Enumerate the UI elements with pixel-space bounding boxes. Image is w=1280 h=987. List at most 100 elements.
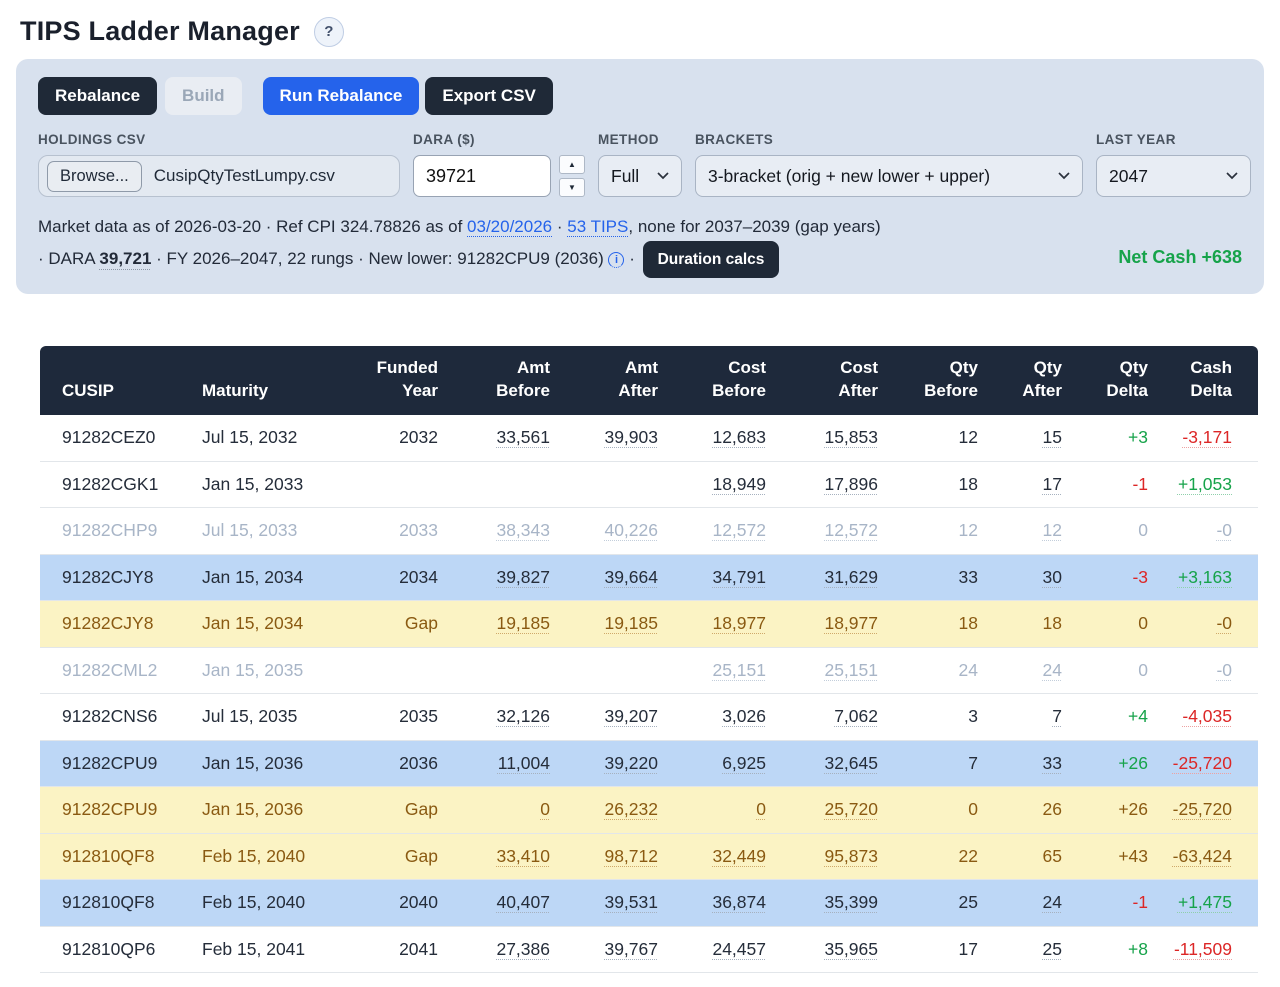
cell-cash_delta: -0 bbox=[1160, 601, 1258, 648]
status-text: · FY 2026–2047, 22 rungs · New lower: 91… bbox=[151, 248, 609, 268]
cell-amt_before: 40,407 bbox=[450, 880, 562, 927]
col-cash_delta: Cash Delta bbox=[1160, 345, 1258, 416]
cell-cash_delta: -25,720 bbox=[1160, 740, 1258, 788]
dara-input[interactable] bbox=[413, 155, 551, 197]
cell-qty_before: 3 bbox=[890, 694, 990, 741]
03-20-2026-link[interactable]: 03/20/2026 bbox=[467, 217, 553, 236]
cell-amt_after: 26,232 bbox=[562, 787, 670, 834]
holdings-file-input[interactable]: Browse... CusipQtyTestLumpy.csv bbox=[38, 155, 400, 197]
chevron-down-icon bbox=[1226, 172, 1238, 180]
cell-cash_delta: +1,475 bbox=[1160, 880, 1258, 927]
status-area: Market data as of 2026-03-20 · Ref CPI 3… bbox=[38, 213, 1242, 278]
cell-cost_after: 17,896 bbox=[778, 461, 890, 509]
toolbar: Rebalance Build Run Rebalance Export CSV bbox=[38, 77, 1242, 115]
cell-cusip: 91282CJY8 bbox=[40, 554, 190, 602]
cell-amt_after: 39,767 bbox=[562, 926, 670, 974]
table-row: 912810QF8 Feb 15, 2040 2040 40,407 39,531 36,… bbox=[40, 880, 1258, 927]
chevron-down-icon bbox=[1058, 172, 1070, 180]
cell-cash_delta: -3,171 bbox=[1160, 415, 1258, 462]
cell-amt_after: 39,664 bbox=[562, 554, 670, 602]
method-group: METHOD Full bbox=[598, 132, 682, 197]
cell-funded_year: 2040 bbox=[340, 880, 450, 927]
cell-cusip: 912810QP6 bbox=[40, 926, 190, 974]
ladder-table: CUSIP Maturity Funded Year Amt Before Amt Af… bbox=[40, 345, 1258, 974]
cell-qty_before: 18 bbox=[890, 601, 990, 648]
table-header: CUSIP Maturity Funded Year Amt Before Amt Af… bbox=[40, 345, 1258, 416]
53-tips-link[interactable]: 53 TIPS bbox=[567, 217, 629, 236]
method-select[interactable]: Full bbox=[598, 155, 682, 197]
cell-amt_after: 39,903 bbox=[562, 415, 670, 462]
browse-button[interactable]: Browse... bbox=[47, 160, 142, 192]
cell-cusip: 91282CPU9 bbox=[40, 787, 190, 834]
cell-maturity: Feb 15, 2041 bbox=[190, 926, 340, 974]
cell-qty_after: 24 bbox=[990, 880, 1074, 927]
cell-amt_before: 32,126 bbox=[450, 694, 562, 741]
export-csv-button[interactable]: Export CSV bbox=[425, 77, 553, 115]
status-text: · DARA bbox=[38, 248, 100, 268]
cell-cusip: 912810QF8 bbox=[40, 880, 190, 927]
table-row: 91282CJY8 Jan 15, 2034 2034 39,827 39,664 34,… bbox=[40, 554, 1258, 602]
cell-qty_before: 12 bbox=[890, 415, 990, 462]
cell-cost_before: 3,026 bbox=[670, 694, 778, 741]
cell-cusip: 91282CGK1 bbox=[40, 461, 190, 509]
cell-cash_delta: +1,053 bbox=[1160, 461, 1258, 509]
info-icon[interactable]: i bbox=[608, 252, 625, 269]
help-button[interactable]: ? bbox=[313, 16, 344, 47]
cell-qty_after: 25 bbox=[990, 926, 1074, 974]
rebalance-button[interactable]: Rebalance bbox=[38, 77, 158, 115]
cell-cusip: 91282CHP9 bbox=[40, 508, 190, 555]
cell-cost_before: 12,683 bbox=[670, 415, 778, 462]
col-amt_before: Amt Before bbox=[450, 345, 562, 416]
brackets-select[interactable]: 3-bracket (orig + new lower + upper) bbox=[695, 155, 1083, 197]
cell-cost_after: 32,645 bbox=[778, 740, 890, 788]
cell-qty_before: 7 bbox=[890, 740, 990, 788]
status-text: · bbox=[624, 248, 640, 268]
cell-funded_year: 2034 bbox=[340, 554, 450, 602]
cell-cusip: 91282CNS6 bbox=[40, 694, 190, 741]
method-select-value: Full bbox=[611, 165, 640, 186]
table-row: 91282CPU9 Jan 15, 2036 Gap 0 26,232 0 25,720 0 2… bbox=[40, 787, 1258, 834]
cell-cost_before: 36,874 bbox=[670, 880, 778, 927]
status-text: · bbox=[552, 217, 568, 236]
cell-qty_before: 12 bbox=[890, 508, 990, 555]
cell-qty_after: 24 bbox=[990, 647, 1074, 695]
cell-amt_after bbox=[562, 461, 670, 509]
col-amt_after: Amt After bbox=[562, 345, 670, 416]
run-rebalance-button[interactable]: Run Rebalance bbox=[262, 77, 420, 115]
holdings-csv-group: HOLDINGS CSV Browse... CusipQtyTestLumpy… bbox=[38, 132, 400, 197]
cell-qty_delta: +26 bbox=[1074, 740, 1160, 788]
cell-funded_year: Gap bbox=[340, 787, 450, 834]
stepper-down-icon[interactable]: ▼ bbox=[559, 178, 585, 197]
stepper-up-icon[interactable]: ▲ bbox=[559, 155, 585, 174]
last-year-select[interactable]: 2047 bbox=[1096, 155, 1251, 197]
col-qty_delta: Qty Delta bbox=[1074, 345, 1160, 416]
cell-amt_before bbox=[450, 647, 562, 695]
cell-qty_delta: +4 bbox=[1074, 694, 1160, 741]
table-row: 91282CJY8 Jan 15, 2034 Gap 19,185 19,185 18,9… bbox=[40, 601, 1258, 648]
build-button[interactable]: Build bbox=[165, 77, 242, 115]
cell-amt_before: 39,827 bbox=[450, 554, 562, 602]
cell-qty_after: 15 bbox=[990, 415, 1074, 462]
cell-qty_delta: +3 bbox=[1074, 415, 1160, 462]
brackets-group: BRACKETS 3-bracket (orig + new lower + u… bbox=[695, 132, 1083, 197]
cell-qty_delta: -3 bbox=[1074, 554, 1160, 602]
cell-funded_year: 2033 bbox=[340, 508, 450, 555]
cell-cost_before: 25,151 bbox=[670, 647, 778, 695]
cell-cost_before: 18,949 bbox=[670, 461, 778, 509]
duration-calcs-button[interactable]: Duration calcs bbox=[642, 240, 780, 278]
cell-maturity: Jan 15, 2036 bbox=[190, 787, 340, 834]
cell-cost_after: 15,853 bbox=[778, 415, 890, 462]
status-text: , none for 2037–2039 (gap years) bbox=[628, 217, 881, 236]
status-text: Market data as of 2026-03-20 · Ref CPI 3… bbox=[38, 217, 468, 236]
cell-cash_delta: -11,509 bbox=[1160, 926, 1258, 974]
cell-qty_delta: 0 bbox=[1074, 647, 1160, 695]
cell-qty_after: 12 bbox=[990, 508, 1074, 555]
last-year-select-value: 2047 bbox=[1109, 165, 1148, 186]
controls-row: HOLDINGS CSV Browse... CusipQtyTestLumpy… bbox=[38, 132, 1251, 197]
cell-maturity: Jul 15, 2035 bbox=[190, 694, 340, 741]
table-body: 91282CEZ0 Jul 15, 2032 2032 33,561 39,903 12,… bbox=[40, 415, 1258, 974]
table-row: 91282CML2 Jan 15, 2035 25,151 25,151 24 24 0 -0 bbox=[40, 647, 1258, 695]
col-funded_year: Funded Year bbox=[340, 345, 450, 416]
dara-group: DARA ($) ▲ ▼ bbox=[413, 132, 585, 197]
cell-amt_before: 33,561 bbox=[450, 415, 562, 462]
